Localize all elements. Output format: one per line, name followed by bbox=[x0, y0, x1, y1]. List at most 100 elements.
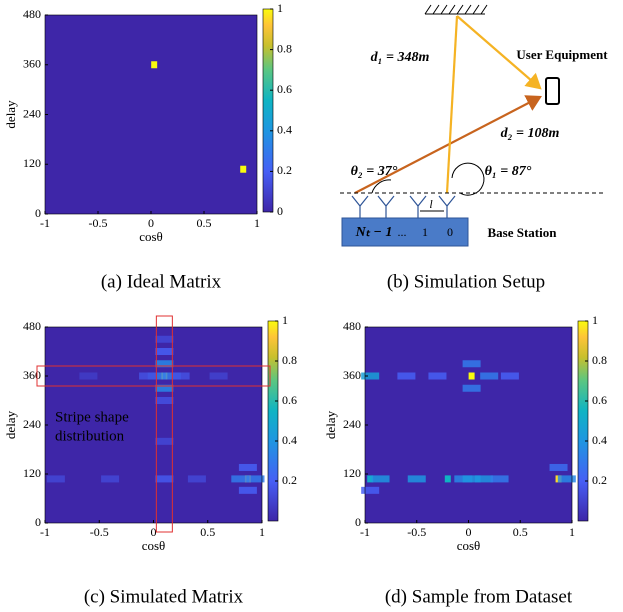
x-tick-label: 1 bbox=[259, 525, 265, 539]
colorbar-tick-label: 1 bbox=[282, 313, 288, 327]
cell bbox=[480, 372, 499, 380]
caption: (a) Ideal Matrix bbox=[101, 271, 222, 292]
colorbar-tick-label: 0.8 bbox=[592, 353, 607, 367]
cell bbox=[407, 475, 426, 483]
cell bbox=[500, 372, 519, 380]
colorbar-tick-label: 0.4 bbox=[282, 433, 297, 447]
cell bbox=[490, 475, 509, 483]
label: ... bbox=[398, 225, 407, 239]
phone-icon bbox=[545, 77, 560, 105]
direct-path bbox=[354, 95, 542, 194]
cell bbox=[557, 475, 576, 483]
cell bbox=[238, 486, 257, 494]
x-tick-label: -0.5 bbox=[90, 525, 109, 539]
annotation: Stripe shape bbox=[55, 409, 129, 425]
cell bbox=[155, 437, 174, 445]
y-tick-label: 480 bbox=[23, 319, 41, 333]
colorbar-tick-label: 0.2 bbox=[282, 473, 297, 487]
x-tick-label: 0 bbox=[151, 525, 157, 539]
x-tick-label: -0.5 bbox=[407, 525, 426, 539]
cell bbox=[444, 475, 451, 483]
highlight-box bbox=[155, 315, 173, 533]
cell bbox=[155, 397, 174, 404]
label: Nₜ − 1 bbox=[355, 225, 393, 240]
label: d₂ = 108m bbox=[501, 126, 560, 141]
colorbar-tick-label: 0 bbox=[277, 204, 283, 218]
x-tick-label: 0.5 bbox=[200, 525, 215, 539]
x-tick-label: -1 bbox=[40, 216, 50, 230]
cell bbox=[155, 348, 174, 355]
y-tick-label: 480 bbox=[343, 319, 361, 333]
colorbar-tick-label: 0.6 bbox=[282, 393, 297, 407]
y-tick-label: 120 bbox=[23, 156, 41, 170]
y-tick-label: 120 bbox=[23, 466, 41, 480]
colorbar-tick-label: 0.4 bbox=[277, 123, 292, 137]
plot-background bbox=[45, 327, 262, 523]
cell bbox=[231, 475, 250, 483]
label: d₁ = 348m bbox=[371, 50, 430, 65]
y-tick-label: 240 bbox=[343, 417, 361, 431]
caption: (d) Sample from Dataset bbox=[385, 586, 573, 607]
plot-background bbox=[45, 15, 257, 214]
label: l bbox=[429, 197, 433, 211]
reflect-path-up bbox=[445, 15, 459, 194]
cell bbox=[361, 486, 380, 494]
angle-arc bbox=[451, 162, 485, 196]
cell bbox=[209, 372, 228, 380]
cell bbox=[428, 372, 447, 380]
colorbar-tick-label: 0.2 bbox=[592, 473, 607, 487]
x-tick-label: 1 bbox=[569, 525, 575, 539]
cell bbox=[155, 360, 174, 368]
label: θ₁ = 87° bbox=[485, 164, 532, 179]
reflect-path-down bbox=[456, 15, 542, 90]
cell bbox=[462, 384, 481, 392]
cell bbox=[101, 475, 120, 483]
caption: (c) Simulated Matrix bbox=[84, 586, 244, 607]
y-tick-label: 480 bbox=[23, 7, 41, 21]
colorbar-tick-label: 0.4 bbox=[592, 433, 607, 447]
colorbar-tick-label: 1 bbox=[277, 1, 283, 15]
cell bbox=[549, 463, 568, 471]
angle-arc bbox=[371, 179, 392, 194]
x-tick-label: 0.5 bbox=[197, 216, 212, 230]
ceiling-hatch bbox=[424, 4, 488, 15]
cell bbox=[171, 372, 190, 380]
annotation: distribution bbox=[55, 428, 125, 444]
y-axis-label: delay bbox=[3, 410, 18, 439]
x-tick-label: 0 bbox=[466, 525, 472, 539]
x-tick-label: -1 bbox=[40, 525, 50, 539]
y-tick-label: 360 bbox=[343, 368, 361, 382]
x-axis-label: cosθ bbox=[139, 229, 163, 244]
y-tick-label: 240 bbox=[23, 106, 41, 120]
x-tick-label: 0.5 bbox=[513, 525, 528, 539]
y-tick-label: 360 bbox=[23, 368, 41, 382]
y-axis-label: delay bbox=[3, 100, 18, 129]
cell bbox=[151, 61, 158, 69]
colorbar bbox=[577, 320, 589, 522]
cell bbox=[238, 463, 257, 471]
cell bbox=[468, 372, 475, 380]
cell bbox=[155, 335, 174, 343]
base-station bbox=[341, 217, 469, 247]
colorbar bbox=[267, 320, 279, 522]
y-tick-label: 240 bbox=[23, 417, 41, 431]
antennas bbox=[351, 195, 456, 218]
caption: (b) Simulation Setup bbox=[387, 271, 545, 292]
label: θ₂ = 37° bbox=[351, 164, 398, 179]
cell bbox=[240, 165, 247, 173]
cell bbox=[139, 372, 158, 380]
colorbar-tick-label: 0.6 bbox=[277, 82, 292, 96]
colorbar-tick-label: 1 bbox=[592, 313, 598, 327]
cell bbox=[155, 475, 174, 483]
cell bbox=[462, 475, 481, 483]
cell bbox=[79, 372, 98, 380]
label: Base Station bbox=[488, 225, 558, 240]
cell bbox=[475, 475, 494, 483]
label: 1 bbox=[422, 225, 428, 239]
y-tick-label: 0 bbox=[35, 206, 41, 220]
x-tick-label: -0.5 bbox=[89, 216, 108, 230]
cell bbox=[367, 475, 374, 483]
highlight-box bbox=[36, 365, 271, 387]
cell bbox=[46, 475, 65, 483]
